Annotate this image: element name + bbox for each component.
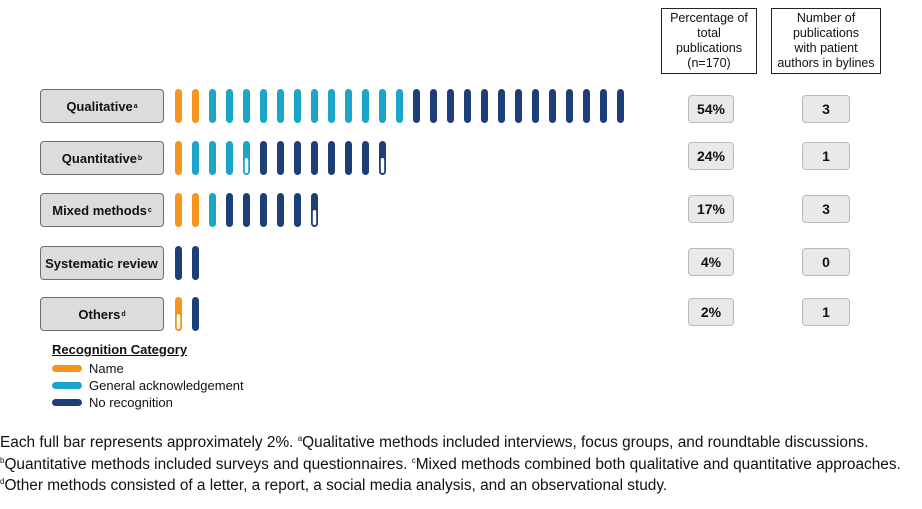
- bar-qualitative-no-recognition-20: [498, 89, 505, 123]
- bar-qualitative-general-acknowledgement-7: [277, 89, 284, 123]
- legend-item-no-recognition: No recognition: [52, 394, 244, 411]
- bar-quantitative-general-acknowledgement-5: [243, 141, 250, 175]
- legend-label-no-recognition: No recognition: [89, 395, 173, 410]
- patient-authors-value-qualitative: 3: [802, 95, 850, 123]
- bar-others-name-1: [175, 297, 182, 331]
- bar-others-no-recognition-2: [192, 297, 199, 331]
- percentage-value-others: 2%: [688, 298, 734, 326]
- category-label-systematic-review: Systematic review: [40, 246, 164, 280]
- category-label-mixed-methods: Mixed methods c: [40, 193, 164, 227]
- bar-mixed-methods-name-2: [192, 193, 199, 227]
- footnote: Each full bar represents approximately 2…: [0, 434, 901, 495]
- bar-qualitative-no-recognition-26: [600, 89, 607, 123]
- category-label-qualitative: Qualitative a: [40, 89, 164, 123]
- bar-qualitative-name-2: [192, 89, 199, 123]
- bar-quantitative-no-recognition-12: [362, 141, 369, 175]
- bar-quantitative-no-recognition-6: [260, 141, 267, 175]
- bar-qualitative-no-recognition-15: [413, 89, 420, 123]
- bar-qualitative-general-acknowledgement-5: [243, 89, 250, 123]
- bar-qualitative-general-acknowledgement-12: [362, 89, 369, 123]
- legend-swatch-general-acknowledgement: [52, 382, 82, 389]
- patient-authors-value-mixed-methods: 3: [802, 195, 850, 223]
- bar-mixed-methods-no-recognition-9: [311, 193, 318, 227]
- bar-quantitative-no-recognition-9: [311, 141, 318, 175]
- category-label-others: Others d: [40, 297, 164, 331]
- bar-quantitative-no-recognition-11: [345, 141, 352, 175]
- bar-qualitative-no-recognition-17: [447, 89, 454, 123]
- bar-qualitative-no-recognition-24: [566, 89, 573, 123]
- legend-item-name: Name: [52, 360, 244, 377]
- bar-qualitative-general-acknowledgement-8: [294, 89, 301, 123]
- bar-qualitative-name-1: [175, 89, 182, 123]
- percentage-column-header: Percentage of total publications (n=170): [661, 8, 757, 74]
- bar-qualitative-no-recognition-27: [617, 89, 624, 123]
- bar-qualitative-general-acknowledgement-3: [209, 89, 216, 123]
- legend-swatch-no-recognition: [52, 399, 82, 406]
- legend-swatch-name: [52, 365, 82, 372]
- patient-authors-value-quantitative: 1: [802, 142, 850, 170]
- bar-qualitative-no-recognition-18: [464, 89, 471, 123]
- bar-qualitative-general-acknowledgement-10: [328, 89, 335, 123]
- bar-qualitative-general-acknowledgement-4: [226, 89, 233, 123]
- legend-label-general-acknowledgement: General acknowledgement: [89, 378, 244, 393]
- bar-quantitative-name-1: [175, 141, 182, 175]
- bar-mixed-methods-name-1: [175, 193, 182, 227]
- percentage-value-systematic-review: 4%: [688, 248, 734, 276]
- bar-qualitative-no-recognition-19: [481, 89, 488, 123]
- bar-qualitative-general-acknowledgement-11: [345, 89, 352, 123]
- bar-qualitative-general-acknowledgement-6: [260, 89, 267, 123]
- legend: Recognition Category Name General acknow…: [52, 342, 244, 411]
- bar-qualitative-general-acknowledgement-14: [396, 89, 403, 123]
- percentage-value-quantitative: 24%: [688, 142, 734, 170]
- percentage-value-qualitative: 54%: [688, 95, 734, 123]
- bar-mixed-methods-no-recognition-8: [294, 193, 301, 227]
- category-label-quantitative: Quantitative b: [40, 141, 164, 175]
- bar-quantitative-no-recognition-8: [294, 141, 301, 175]
- bar-quantitative-general-acknowledgement-4: [226, 141, 233, 175]
- bar-qualitative-no-recognition-23: [549, 89, 556, 123]
- bar-qualitative-general-acknowledgement-9: [311, 89, 318, 123]
- bar-qualitative-no-recognition-22: [532, 89, 539, 123]
- bar-quantitative-no-recognition-7: [277, 141, 284, 175]
- bar-qualitative-no-recognition-21: [515, 89, 522, 123]
- bar-mixed-methods-no-recognition-4: [226, 193, 233, 227]
- patient-authors-column-header: Number of publications with patient auth…: [771, 8, 881, 74]
- patient-authors-value-others: 1: [802, 298, 850, 326]
- legend-title: Recognition Category: [52, 342, 188, 357]
- bar-systematic-review-no-recognition-1: [175, 246, 182, 280]
- bar-quantitative-general-acknowledgement-2: [192, 141, 199, 175]
- bar-mixed-methods-general-acknowledgement-3: [209, 193, 216, 227]
- legend-label-name: Name: [89, 361, 124, 376]
- bar-mixed-methods-no-recognition-7: [277, 193, 284, 227]
- bar-qualitative-general-acknowledgement-13: [379, 89, 386, 123]
- percentage-value-mixed-methods: 17%: [688, 195, 734, 223]
- bar-quantitative-general-acknowledgement-3: [209, 141, 216, 175]
- bar-qualitative-no-recognition-16: [430, 89, 437, 123]
- bar-quantitative-no-recognition-13: [379, 141, 386, 175]
- bar-quantitative-no-recognition-10: [328, 141, 335, 175]
- patient-authors-value-systematic-review: 0: [802, 248, 850, 276]
- bar-systematic-review-no-recognition-2: [192, 246, 199, 280]
- legend-item-general-acknowledgement: General acknowledgement: [52, 377, 244, 394]
- bar-qualitative-no-recognition-25: [583, 89, 590, 123]
- bar-mixed-methods-no-recognition-6: [260, 193, 267, 227]
- bar-mixed-methods-no-recognition-5: [243, 193, 250, 227]
